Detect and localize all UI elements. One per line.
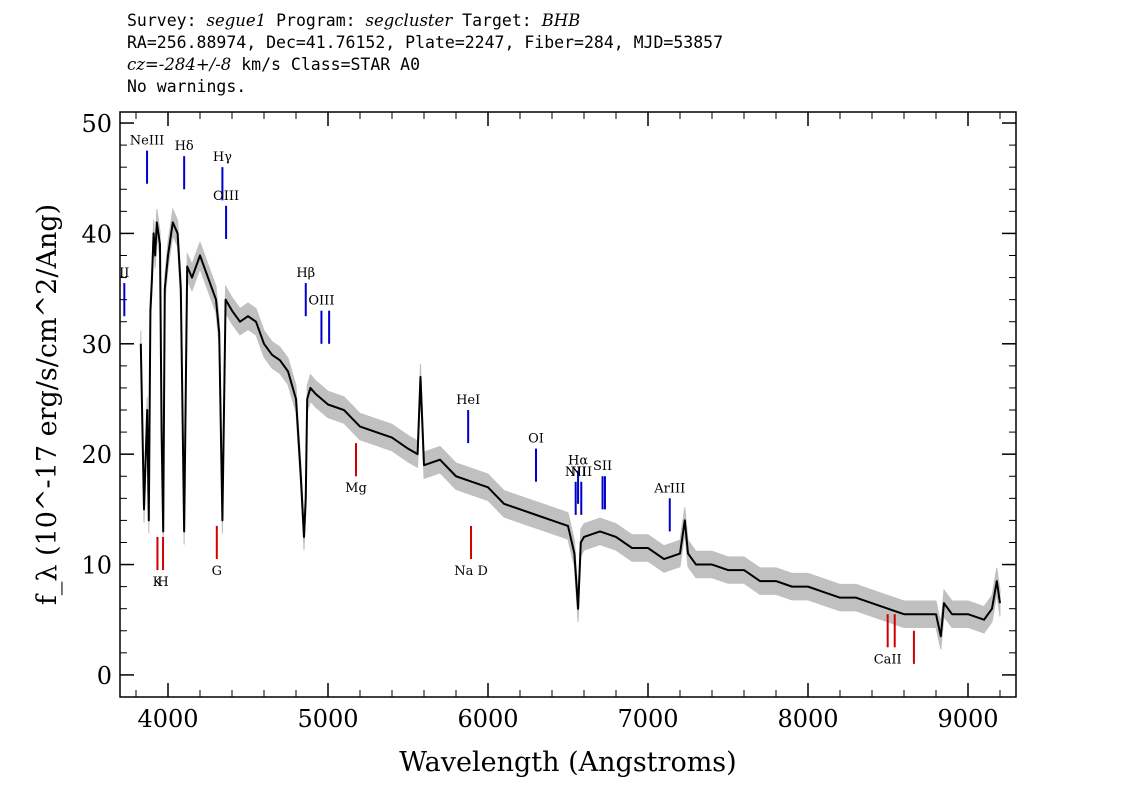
line-label-16: K xyxy=(153,575,163,590)
line-label-6: OIII xyxy=(308,294,334,309)
line-label-13: SII xyxy=(593,459,612,474)
cz-label: cz= xyxy=(127,55,159,74)
x-tick-label: 8000 xyxy=(777,705,838,733)
y-tick-label: 0 xyxy=(97,662,112,690)
line-label-0: NeIII xyxy=(130,134,164,149)
error-band-area xyxy=(140,207,1001,650)
x-tick-label: 4000 xyxy=(137,705,198,733)
cz-value: -284+/-8 xyxy=(158,55,232,74)
line-label-9: OI xyxy=(528,432,544,447)
class-text: km/s Class=STAR A0 xyxy=(231,55,421,74)
line-label-4: II xyxy=(119,266,129,281)
header-line-survey: Survey: segue1 Program: segcluster Targe… xyxy=(127,10,723,32)
x-tick-label: 7000 xyxy=(617,705,678,733)
survey-label: Survey: xyxy=(127,11,207,30)
program-label: Program: xyxy=(266,11,366,30)
spectrum-line xyxy=(139,221,1001,638)
axis-ticks: 4000 5000 6000 7000 8000 9000 0 10 20 30 40 50 xyxy=(81,110,1016,733)
header-line-redshift: cz=-284+/-8 km/s Class=STAR A0 xyxy=(127,54,723,76)
survey-value: segue1 xyxy=(206,11,267,30)
line-label-10: NII xyxy=(565,465,587,480)
line-label-15: ArIII xyxy=(653,481,685,496)
line-label-19: Mg xyxy=(345,481,367,496)
line-label-2: Hγ xyxy=(213,150,232,165)
series-layer xyxy=(139,221,1001,638)
line-label-1: Hδ xyxy=(175,139,194,154)
x-tick-label: 5000 xyxy=(297,705,358,733)
header-line-warnings: No warnings. xyxy=(127,77,247,96)
program-value: segcluster xyxy=(365,11,453,30)
line-label-20: Na D xyxy=(454,564,488,579)
line-label-5: Hβ xyxy=(296,266,315,281)
y-tick-label: 40 xyxy=(81,220,112,248)
x-tick-label: 6000 xyxy=(457,705,518,733)
y-tick-label: 30 xyxy=(81,331,112,359)
line-label-11: Hα xyxy=(568,454,588,469)
line-label-21: CaII xyxy=(874,652,902,667)
target-label: Target: xyxy=(452,11,542,30)
y-tick-label: 20 xyxy=(81,441,112,469)
y-tick-label: 10 xyxy=(81,552,112,580)
header-line-coordinates: RA=256.88974, Dec=41.76152, Plate=2247, … xyxy=(127,33,724,52)
x-axis-label: Wavelength (Angstroms) xyxy=(399,747,736,778)
line-label-12: NII xyxy=(570,465,592,480)
line-label-17: H xyxy=(157,575,168,590)
plot-frame xyxy=(119,111,1017,698)
line-label-8: HeI xyxy=(456,393,480,408)
line-label-18: G xyxy=(212,564,222,579)
line-label-3: OIII xyxy=(213,189,239,204)
target-value: BHB xyxy=(541,11,581,30)
y-tick-label: 50 xyxy=(81,110,112,138)
error-band xyxy=(140,207,1001,650)
y-axis-label: f_λ (10^-17 erg/s/cm^2/Ang) xyxy=(32,204,63,605)
x-tick-label: 9000 xyxy=(937,705,998,733)
spectrum-header: Survey: segue1 Program: segcluster Targe… xyxy=(127,10,723,98)
